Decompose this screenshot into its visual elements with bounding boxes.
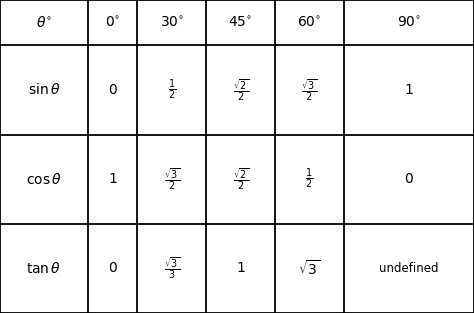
- Text: $1$: $1$: [404, 83, 414, 97]
- Text: $0^{\circ}$: $0^{\circ}$: [105, 15, 120, 30]
- Text: $0$: $0$: [404, 172, 414, 186]
- Text: $\frac{1}{2}$: $\frac{1}{2}$: [305, 167, 313, 191]
- Text: $\frac{1}{2}$: $\frac{1}{2}$: [168, 78, 176, 102]
- Text: $\sqrt{3}$: $\sqrt{3}$: [298, 259, 320, 278]
- Text: undefined: undefined: [379, 262, 438, 275]
- Text: $\theta^{\circ}$: $\theta^{\circ}$: [36, 15, 52, 30]
- Text: $1$: $1$: [236, 261, 246, 275]
- Text: $90^{\circ}$: $90^{\circ}$: [397, 15, 421, 30]
- Text: $0$: $0$: [108, 83, 118, 97]
- Text: $\frac{\sqrt{3}}{3}$: $\frac{\sqrt{3}}{3}$: [164, 255, 180, 281]
- Text: $\cos\theta$: $\cos\theta$: [26, 172, 62, 187]
- Text: $\frac{\sqrt{3}}{2}$: $\frac{\sqrt{3}}{2}$: [301, 77, 317, 103]
- Text: $30^{\circ}$: $30^{\circ}$: [160, 15, 184, 30]
- Text: $\frac{\sqrt{3}}{2}$: $\frac{\sqrt{3}}{2}$: [164, 166, 180, 192]
- Text: $60^{\circ}$: $60^{\circ}$: [297, 15, 321, 30]
- Text: $\frac{\sqrt{2}}{2}$: $\frac{\sqrt{2}}{2}$: [233, 166, 248, 192]
- Text: $\sin\theta$: $\sin\theta$: [27, 83, 60, 97]
- Text: $45^{\circ}$: $45^{\circ}$: [228, 15, 253, 30]
- Text: $\tan\theta$: $\tan\theta$: [26, 261, 62, 276]
- Text: $\frac{\sqrt{2}}{2}$: $\frac{\sqrt{2}}{2}$: [233, 77, 248, 103]
- Text: $1$: $1$: [108, 172, 118, 186]
- Text: $0$: $0$: [108, 261, 118, 275]
